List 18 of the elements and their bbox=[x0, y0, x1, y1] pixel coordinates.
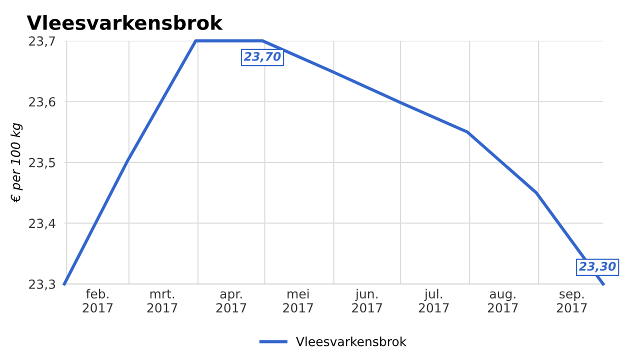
y-tick-label: 23,3 bbox=[29, 279, 56, 290]
x-tick-label: apr. 2017 bbox=[216, 291, 246, 313]
y-tick-label: 23,6 bbox=[29, 97, 56, 108]
legend-label: Vleesvarkensbrok bbox=[296, 336, 407, 346]
data-label: 23,70 bbox=[244, 52, 281, 62]
y-axis-title: € per 100 kg bbox=[10, 123, 23, 202]
x-tick-label: sep. 2017 bbox=[556, 291, 587, 313]
chart-title: Vleesvarkensbrok bbox=[26, 14, 223, 30]
y-tick-label: 23,7 bbox=[29, 36, 55, 48]
x-tick-label: mei 2017 bbox=[283, 288, 313, 313]
y-tick-label: 23,5 bbox=[29, 158, 55, 169]
x-tick-label: aug. 2017 bbox=[488, 291, 518, 313]
data-label: 23,30 bbox=[578, 262, 616, 272]
y-tick-label: 23,4 bbox=[29, 218, 56, 230]
x-tick-label: feb. 2017 bbox=[82, 288, 113, 313]
x-tick-label: mrt. 2017 bbox=[147, 290, 178, 313]
x-tick-label: jun. 2017 bbox=[352, 288, 382, 313]
x-tick-label: jul. 2017 bbox=[418, 288, 449, 313]
